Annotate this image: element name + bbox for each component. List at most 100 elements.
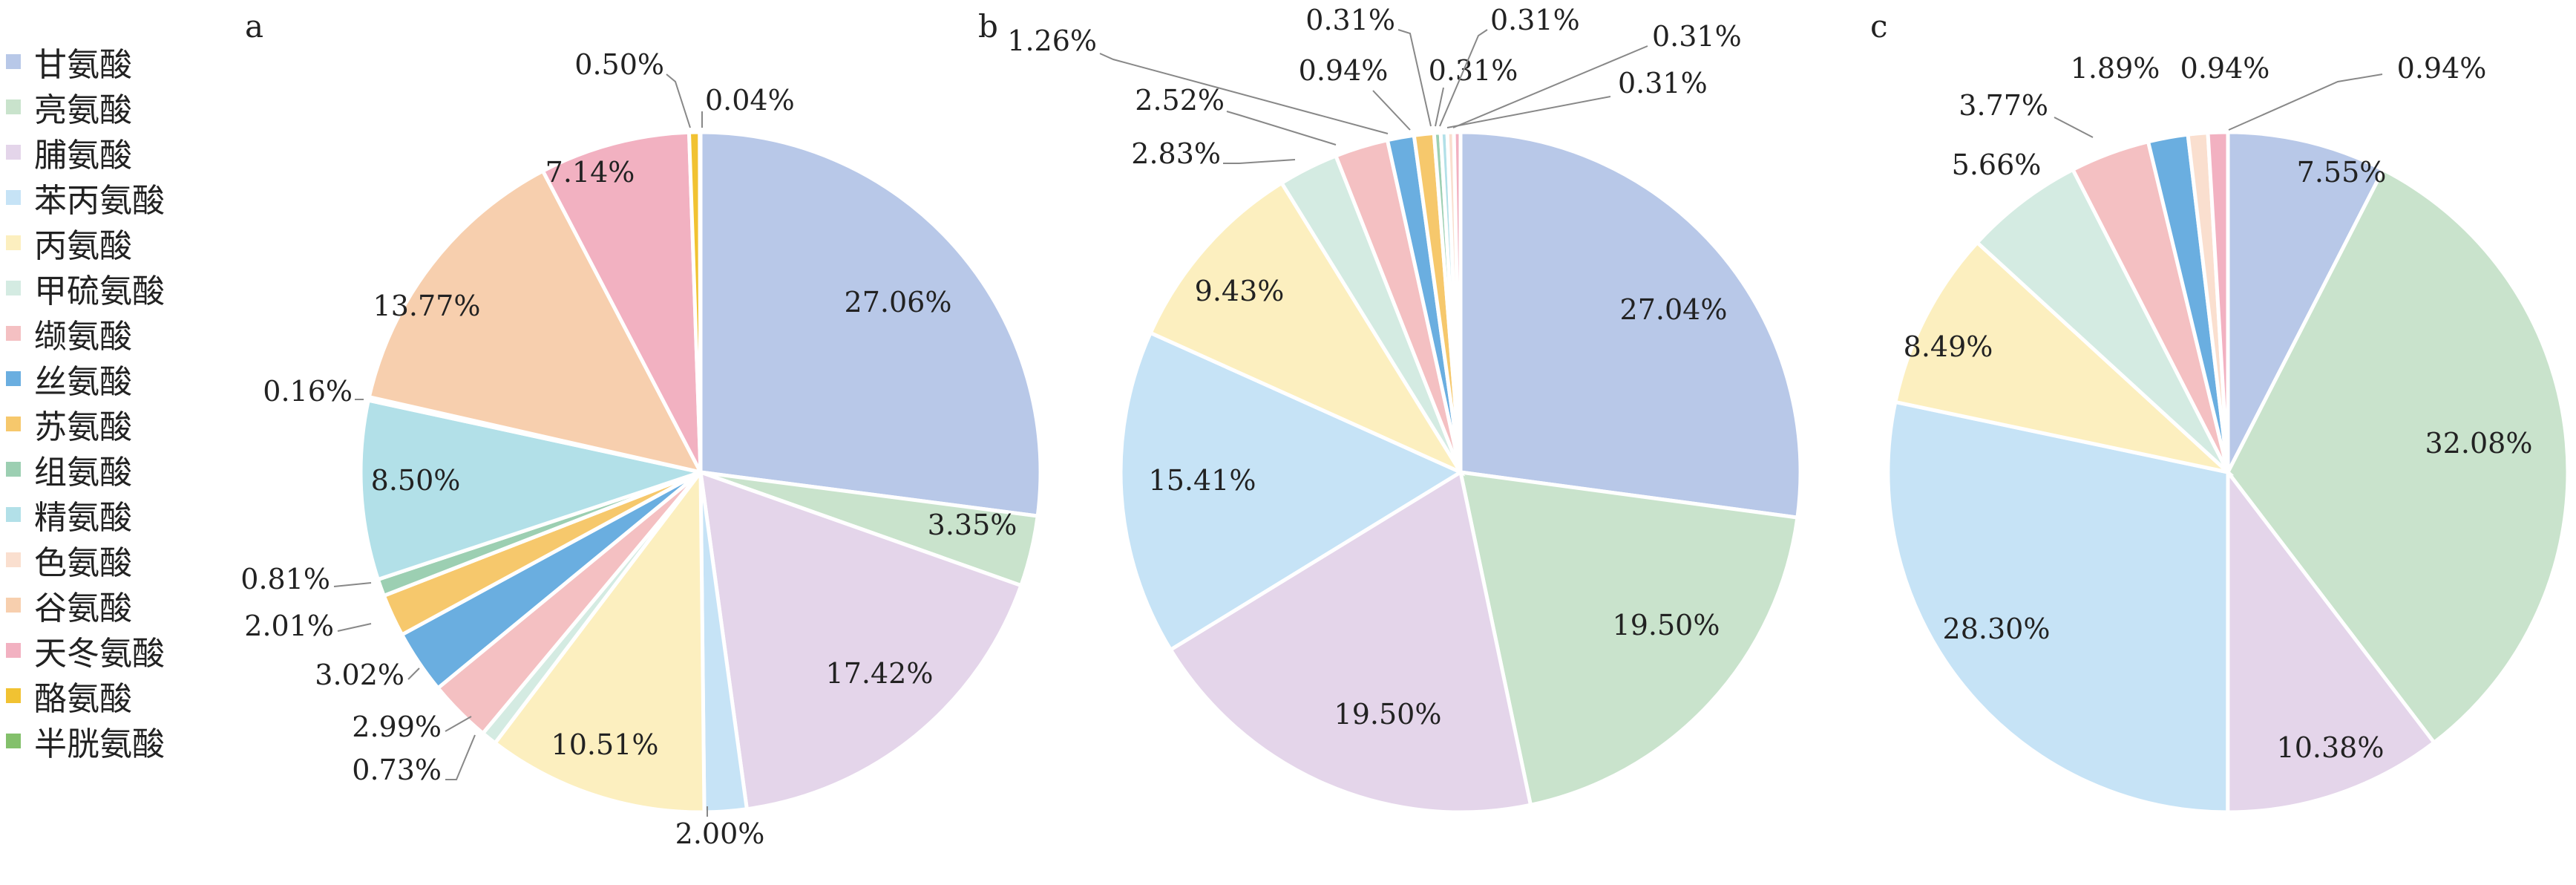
legend-label: 亮氨酸 (34, 91, 132, 129)
legend-label: 苯丙氨酸 (34, 181, 165, 220)
panel-label: b (978, 8, 998, 45)
slice-label: 7.55% (2297, 156, 2387, 189)
slice-label: 10.38% (2277, 731, 2385, 764)
leader-line (666, 74, 691, 128)
slice-label: 1.89% (2071, 52, 2160, 85)
legend-swatch (6, 733, 21, 748)
slice-label: 5.66% (1952, 148, 2042, 181)
slice-label: 3.02% (315, 659, 404, 691)
slice-label: 2.99% (352, 711, 442, 743)
legend-swatch (6, 189, 21, 205)
legend-item: 缬氨酸 (6, 310, 229, 356)
legend-label: 组氨酸 (34, 453, 132, 492)
legend-item: 半胱氨酸 (6, 718, 229, 763)
slice-label: 27.06% (845, 286, 952, 319)
slice-label: 27.04% (1620, 293, 1728, 326)
leader-line (1397, 29, 1432, 127)
legend-label: 酪氨酸 (34, 679, 132, 718)
legend-item: 甘氨酸 (6, 39, 229, 84)
legend-item: 亮氨酸 (6, 84, 229, 129)
legend-item: 苯丙氨酸 (6, 174, 229, 220)
slice-label: 0.31% (1429, 54, 1518, 87)
pie-slice (1452, 130, 1463, 473)
slice-label: 0.31% (1618, 67, 1708, 99)
slice-label: 8.50% (371, 464, 461, 497)
slice-label: 32.08% (2425, 427, 2533, 460)
slice-label: 2.83% (1131, 137, 1221, 170)
legend-item: 精氨酸 (6, 492, 229, 537)
legend-label: 甲硫氨酸 (34, 272, 165, 310)
leader-line (445, 734, 476, 780)
legend-swatch (6, 416, 21, 431)
legend-label: 苏氨酸 (34, 408, 132, 446)
pie-slice (358, 398, 708, 582)
legend-label: 脯氨酸 (34, 136, 132, 174)
slice-label: 3.35% (928, 509, 1017, 541)
leader-line (1439, 29, 1488, 127)
slice-label: 9.43% (1195, 275, 1285, 307)
legend-swatch (6, 370, 21, 386)
leader-line (333, 582, 372, 587)
legend-item: 酪氨酸 (6, 673, 229, 718)
legend-swatch (6, 53, 21, 69)
pie-slice (1167, 469, 1533, 814)
slice-label: 17.42% (826, 657, 934, 690)
legend-swatch (6, 325, 21, 341)
slice-label: 0.16% (263, 375, 353, 408)
legend-item: 丙氨酸 (6, 220, 229, 265)
legend-label: 丙氨酸 (34, 226, 132, 265)
leader-line (1372, 90, 1411, 131)
slice-label: 0.81% (240, 563, 330, 595)
pie-slice (367, 168, 704, 475)
pie-slice (2206, 130, 2230, 473)
pie-slice (1147, 180, 1466, 477)
slice-label: 0.31% (1490, 4, 1580, 36)
legend-swatch (6, 597, 21, 613)
pie-slice (2226, 167, 2570, 745)
legend-swatch (6, 688, 21, 703)
legend-label: 丝氨酸 (34, 362, 132, 401)
legend-item: 苏氨酸 (6, 401, 229, 446)
slice-label: 2.52% (1135, 84, 1225, 117)
legend-item: 丝氨酸 (6, 356, 229, 401)
slice-label: 13.77% (373, 290, 481, 322)
leader-line (1452, 45, 1648, 128)
leader-line (337, 623, 372, 632)
pie-slice (1458, 130, 1803, 520)
slice-label: 0.94% (2180, 52, 2270, 85)
panel-label: c (1870, 8, 1888, 45)
slice-label: 8.49% (1904, 330, 1993, 363)
legend-item: 谷氨酸 (6, 582, 229, 627)
slice-label: 0.31% (1652, 20, 1742, 53)
chart-legend: 甘氨酸亮氨酸脯氨酸苯丙氨酸丙氨酸甲硫氨酸缬氨酸丝氨酸苏氨酸组氨酸精氨酸色氨酸 谷氨… (6, 39, 229, 763)
legend-swatch (6, 506, 21, 522)
leader-line (1223, 159, 1296, 164)
slice-label: 19.50% (1334, 698, 1442, 731)
legend-swatch (6, 144, 21, 160)
legend-item: 色氨酸 (6, 537, 229, 582)
pie-slice (1974, 167, 2230, 474)
slice-label: 2.00% (675, 817, 765, 850)
leader-line (2054, 117, 2094, 138)
legend-label: 天冬氨酸 (34, 634, 165, 673)
slice-label: 10.51% (551, 728, 659, 761)
slice-label: 0.94% (1299, 54, 1389, 87)
legend-swatch (6, 461, 21, 477)
slice-label: 28.30% (1943, 613, 2051, 645)
legend-item: 脯氨酸 (6, 129, 229, 174)
legend-label: 半胱氨酸 (34, 725, 165, 763)
leader-line (1099, 53, 1389, 134)
pie-slice (698, 130, 703, 473)
legend-label: 甘氨酸 (34, 45, 132, 84)
legend-label: 色氨酸 (34, 543, 132, 582)
leader-line (2228, 74, 2383, 131)
pie-chart-c: c 7.55% 32.08% 10.38% 28.30% 8.49% 5.66% 3.77% 1… (1870, 8, 2570, 814)
pie-slice (492, 466, 707, 814)
legend-label: 精氨酸 (34, 498, 132, 537)
legend-label: 缬氨酸 (34, 317, 132, 356)
slice-label: 0.04% (705, 84, 795, 117)
legend-swatch (6, 552, 21, 567)
slice-label: 3.77% (1959, 89, 2048, 122)
leader-line (1435, 87, 1444, 127)
pie-slice (1886, 399, 2230, 814)
